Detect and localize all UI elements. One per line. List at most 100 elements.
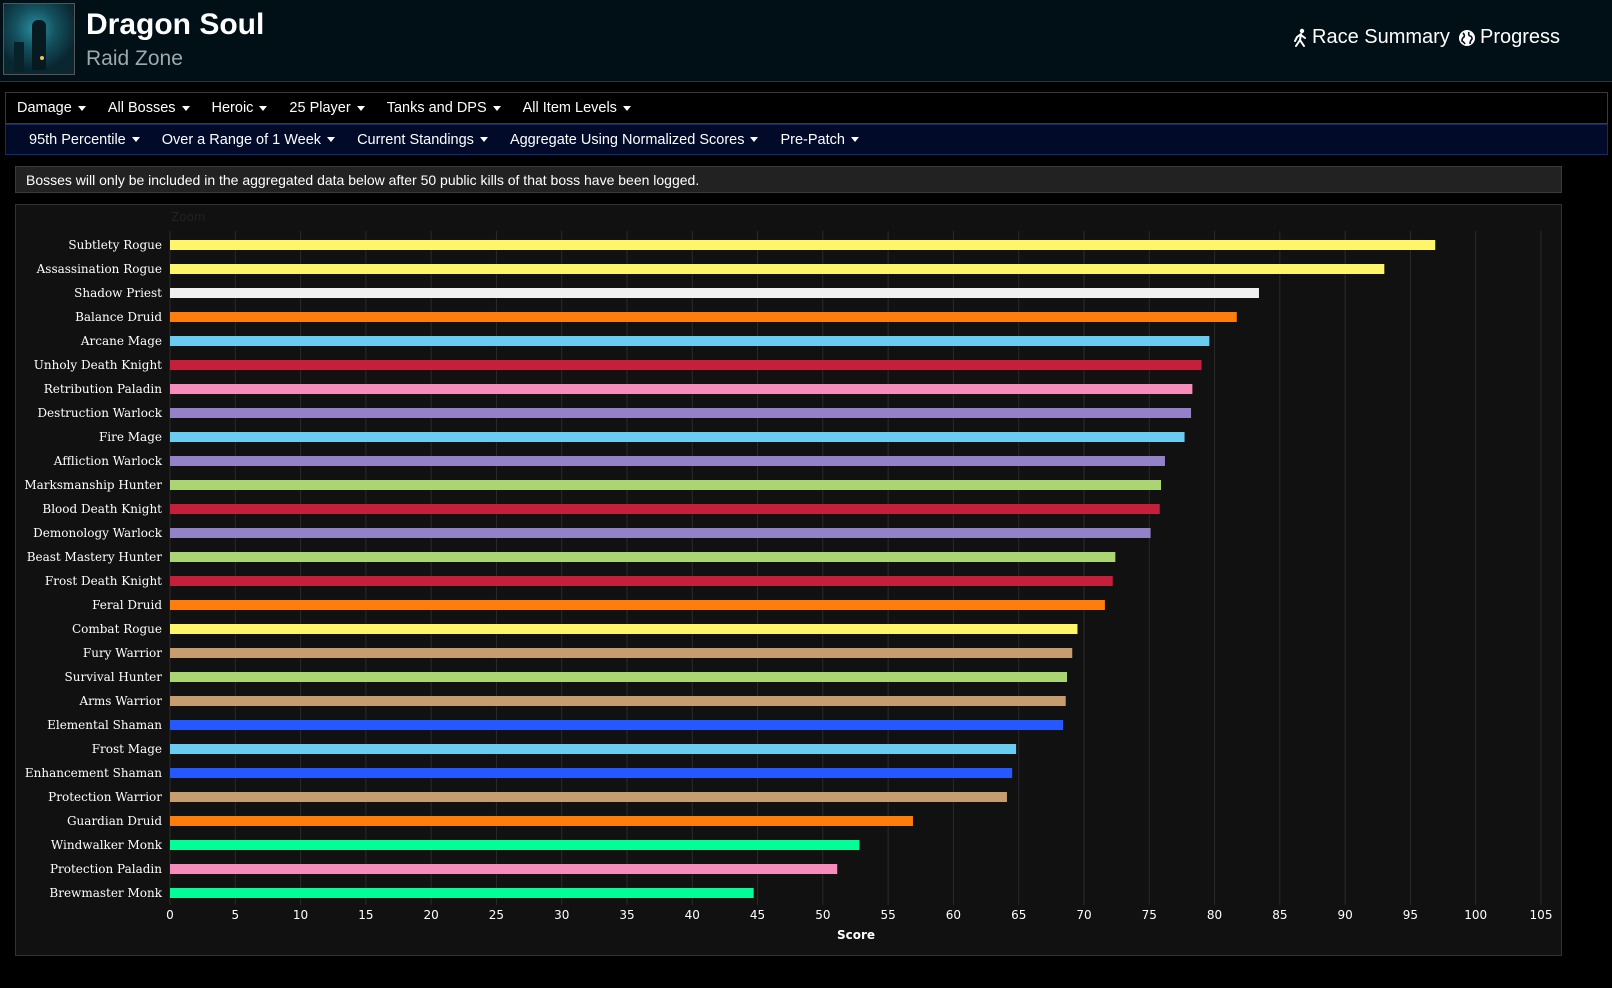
x-tick-label: 10 — [293, 908, 308, 922]
x-tick-label: 40 — [685, 908, 700, 922]
globe-icon — [1459, 29, 1475, 46]
bar[interactable] — [170, 768, 1013, 778]
bar[interactable] — [170, 504, 1160, 514]
x-tick-label: 70 — [1076, 908, 1091, 922]
category-label: Assassination Rogue — [36, 262, 162, 276]
caret-down-icon — [77, 105, 86, 111]
bar[interactable] — [170, 600, 1105, 610]
zoom-label[interactable]: Zoom — [171, 210, 206, 224]
bar-chart: Zoom Subtlety Rogue Assassination Rogue Sh… — [24, 210, 1552, 942]
category-label: Subtlety Rogue — [68, 238, 162, 252]
notice-banner: Bosses will only be included in the aggr… — [15, 166, 1562, 193]
primary-filter-bar: Damage All Bosses Heroic 25 Player Tanks… — [5, 92, 1608, 124]
category-label: Brewmaster Monk — [49, 886, 162, 900]
metric-dropdown[interactable]: Damage — [6, 100, 97, 116]
bar[interactable] — [170, 744, 1017, 754]
bar[interactable] — [170, 816, 913, 826]
bar[interactable] — [170, 672, 1068, 682]
x-tick-label: 100 — [1464, 908, 1487, 922]
x-tick-label: 0 — [166, 908, 174, 922]
bar[interactable] — [170, 240, 1436, 250]
category-label: Feral Druid — [92, 598, 162, 612]
category-label: Affliction Warlock — [53, 454, 163, 468]
range-dropdown[interactable]: Over a Range of 1 Week — [151, 132, 346, 148]
race-summary-label: Race Summary — [1312, 26, 1450, 48]
race-summary-link[interactable]: Race Summary — [1292, 26, 1450, 49]
page-subtitle: Raid Zone — [86, 47, 183, 70]
category-label: Shadow Priest — [74, 286, 162, 300]
runner-icon — [1294, 28, 1306, 47]
bar[interactable] — [170, 864, 838, 874]
grid-lines — [169, 231, 1542, 905]
role-dropdown[interactable]: Tanks and DPS — [376, 100, 512, 116]
x-tick-label: 25 — [489, 908, 504, 922]
x-tick-label: 80 — [1207, 908, 1222, 922]
x-tick-label: 45 — [750, 908, 765, 922]
bar[interactable] — [170, 696, 1066, 706]
boss-dropdown[interactable]: All Bosses — [97, 100, 201, 116]
percentile-dropdown[interactable]: 95th Percentile — [18, 132, 151, 148]
x-tick-label: 50 — [815, 908, 830, 922]
category-label: Elemental Shaman — [47, 718, 162, 732]
page-title: Dragon Soul — [86, 8, 265, 41]
x-tick-labels: 0 5 10 15 20 25 30 35 40 45 50 55 60 65 70 75 80 85 90 95 10… — [166, 908, 1552, 922]
bar[interactable] — [170, 360, 1202, 370]
caret-down-icon — [327, 137, 336, 143]
standings-dropdown[interactable]: Current Standings — [346, 132, 499, 148]
size-dropdown[interactable]: 25 Player — [278, 100, 375, 116]
category-label: Balance Druid — [75, 310, 162, 324]
bar[interactable] — [170, 888, 754, 898]
x-axis-title: Score — [837, 928, 875, 942]
aggregate-dropdown[interactable]: Aggregate Using Normalized Scores — [499, 132, 770, 148]
bar[interactable] — [170, 576, 1113, 586]
caret-down-icon — [850, 137, 859, 143]
x-tick-label: 5 — [231, 908, 239, 922]
bar[interactable] — [170, 480, 1162, 490]
caret-down-icon — [131, 137, 140, 143]
caret-down-icon — [492, 105, 501, 111]
caret-down-icon — [750, 137, 759, 143]
caret-down-icon — [259, 105, 268, 111]
difficulty-dropdown[interactable]: Heroic — [201, 100, 279, 116]
category-label: Fury Warrior — [83, 646, 162, 660]
bar[interactable] — [170, 312, 1237, 322]
category-label: Frost Mage — [92, 742, 162, 756]
bar[interactable] — [170, 648, 1073, 658]
x-tick-label: 105 — [1530, 908, 1553, 922]
bar[interactable] — [170, 456, 1165, 466]
category-label: Arms Warrior — [79, 694, 163, 708]
patch-dropdown[interactable]: Pre-Patch — [769, 132, 869, 148]
bar[interactable] — [170, 792, 1007, 802]
caret-down-icon — [181, 105, 190, 111]
bar[interactable] — [170, 720, 1064, 730]
bar[interactable] — [170, 288, 1259, 298]
category-label: Enhancement Shaman — [25, 766, 162, 780]
category-label: Combat Rogue — [72, 622, 162, 636]
caret-down-icon — [622, 105, 631, 111]
x-tick-label: 55 — [881, 908, 896, 922]
bar[interactable] — [170, 528, 1151, 538]
bar[interactable] — [170, 264, 1385, 274]
progress-label: Progress — [1480, 26, 1561, 48]
bar[interactable] — [170, 624, 1078, 634]
bar[interactable] — [170, 384, 1193, 394]
bar[interactable] — [170, 552, 1116, 562]
bar[interactable] — [170, 840, 860, 850]
caret-down-icon — [479, 137, 488, 143]
progress-link[interactable]: Progress — [1458, 26, 1560, 49]
x-tick-label: 85 — [1272, 908, 1287, 922]
bar[interactable] — [170, 432, 1185, 442]
x-tick-label: 20 — [424, 908, 439, 922]
category-label: Beast Mastery Hunter — [27, 550, 163, 564]
category-label: Retribution Paladin — [44, 382, 163, 396]
caret-down-icon — [356, 105, 365, 111]
category-label: Arcane Mage — [80, 334, 162, 348]
bar[interactable] — [170, 408, 1192, 418]
x-tick-label: 75 — [1142, 908, 1157, 922]
category-label: Frost Death Knight — [45, 574, 162, 588]
bar[interactable] — [170, 336, 1210, 346]
category-label: Survival Hunter — [65, 670, 163, 684]
category-label: Destruction Warlock — [37, 406, 162, 420]
item-level-dropdown[interactable]: All Item Levels — [512, 100, 642, 116]
category-label: Unholy Death Knight — [34, 358, 162, 372]
